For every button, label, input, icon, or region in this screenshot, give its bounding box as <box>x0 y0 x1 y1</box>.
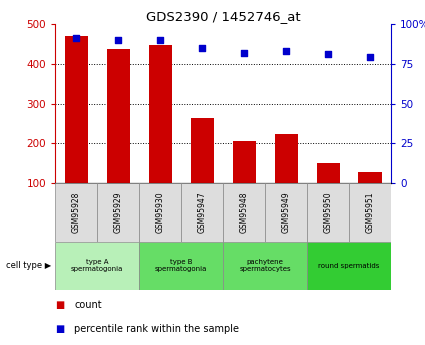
Bar <box>181 183 223 242</box>
Title: GDS2390 / 1452746_at: GDS2390 / 1452746_at <box>146 10 300 23</box>
Bar <box>307 183 349 242</box>
Text: ■: ■ <box>55 300 65 310</box>
Point <box>325 51 332 57</box>
Bar <box>65 36 88 183</box>
Bar <box>223 183 265 242</box>
Bar <box>97 183 139 242</box>
Text: GSM95949: GSM95949 <box>282 191 291 233</box>
Text: GSM95950: GSM95950 <box>323 191 332 233</box>
Bar <box>55 241 139 290</box>
Bar <box>190 118 214 183</box>
Point <box>115 37 122 43</box>
Text: type A
spermatogonia: type A spermatogonia <box>71 259 123 273</box>
Text: GSM95947: GSM95947 <box>198 191 207 233</box>
Text: GSM95929: GSM95929 <box>114 191 123 233</box>
Bar <box>275 135 298 183</box>
Point <box>157 37 164 43</box>
Point <box>73 36 79 41</box>
Point <box>283 48 289 54</box>
Text: count: count <box>74 300 102 310</box>
Bar <box>55 183 97 242</box>
Text: ■: ■ <box>55 324 65 334</box>
Bar <box>223 241 307 290</box>
Text: type B
spermatogonia: type B spermatogonia <box>155 259 207 273</box>
Bar <box>307 241 391 290</box>
Bar <box>265 183 307 242</box>
Point <box>367 55 374 60</box>
Text: GSM95928: GSM95928 <box>72 191 81 233</box>
Bar <box>317 163 340 183</box>
Bar <box>139 183 181 242</box>
Bar <box>149 45 172 183</box>
Text: round spermatids: round spermatids <box>318 263 380 269</box>
Text: percentile rank within the sample: percentile rank within the sample <box>74 324 239 334</box>
Point <box>241 50 247 56</box>
Bar <box>107 49 130 183</box>
Text: GSM95948: GSM95948 <box>240 191 249 233</box>
Text: GSM95951: GSM95951 <box>366 191 374 233</box>
Bar <box>139 241 223 290</box>
Text: GSM95930: GSM95930 <box>156 191 164 233</box>
Bar <box>358 172 382 183</box>
Text: cell type ▶: cell type ▶ <box>6 261 51 270</box>
Text: pachytene
spermatocytes: pachytene spermatocytes <box>239 259 291 273</box>
Bar <box>349 183 391 242</box>
Point <box>199 45 206 51</box>
Bar <box>232 141 256 183</box>
